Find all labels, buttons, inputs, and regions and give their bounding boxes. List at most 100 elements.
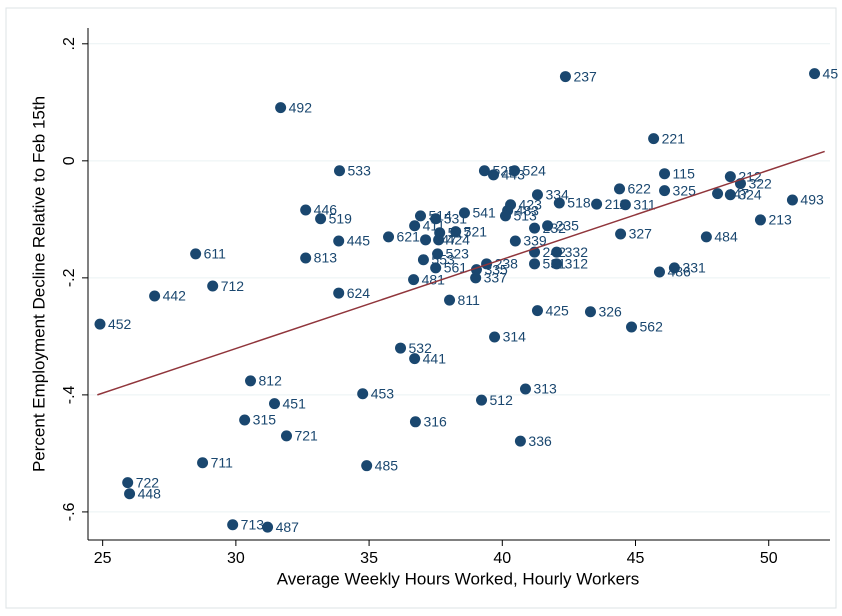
point: [476, 394, 488, 406]
point-label: 532: [409, 340, 433, 356]
x-tick-label: 25: [94, 550, 112, 567]
point: [333, 287, 345, 299]
y-tick-label: -.6: [61, 502, 78, 521]
point-label: 519: [329, 210, 353, 226]
point: [559, 71, 571, 83]
point-label: 524: [523, 162, 547, 178]
point-label: 334: [545, 186, 569, 202]
x-tick-label: 50: [760, 550, 778, 567]
point: [262, 521, 274, 533]
point-label: 483: [516, 202, 540, 218]
point-label: 332: [565, 244, 589, 260]
point: [124, 488, 136, 500]
point-label: 541: [472, 205, 496, 221]
point: [280, 430, 292, 442]
point: [444, 294, 456, 306]
point-label: 721: [294, 428, 318, 444]
point: [505, 199, 517, 211]
point: [614, 183, 626, 195]
point-label: 423: [519, 196, 543, 212]
point-label: 331: [682, 260, 706, 276]
point: [227, 519, 239, 531]
point-label: 325: [673, 182, 697, 198]
point: [300, 252, 312, 264]
point-label: 45: [823, 65, 839, 81]
point-label: 445: [347, 233, 371, 249]
point-label: 453: [371, 385, 395, 401]
point: [724, 189, 736, 201]
point: [417, 254, 429, 266]
point: [430, 213, 442, 225]
point-label: 811: [458, 292, 481, 308]
point: [551, 246, 563, 258]
point-label: 611: [204, 246, 227, 262]
point: [395, 342, 407, 354]
point: [531, 305, 543, 317]
point: [409, 353, 421, 365]
point: [489, 331, 501, 343]
point-label: 486: [667, 264, 691, 280]
point-label: 711: [211, 454, 234, 470]
y-tick-label: -.2: [61, 268, 78, 287]
point-label: 327: [629, 226, 653, 242]
point: [551, 258, 563, 270]
point-label: 512: [490, 392, 514, 408]
point: [499, 210, 511, 222]
point-label: 562: [640, 319, 664, 335]
point-label: 448: [138, 485, 162, 501]
point: [269, 398, 281, 410]
point: [519, 383, 531, 395]
frame: [5, 7, 837, 609]
point-label: 336: [528, 433, 552, 449]
point-label: 518: [567, 195, 591, 211]
point: [190, 248, 202, 260]
point: [409, 416, 421, 428]
point: [668, 262, 680, 274]
point-label: 335: [484, 261, 508, 277]
point: [300, 204, 312, 216]
point: [415, 210, 427, 222]
point-label: 523: [446, 246, 470, 262]
point-label: 485: [375, 457, 399, 473]
point-label: 213: [768, 212, 792, 228]
x-tick-label: 30: [227, 550, 245, 567]
point-label: 813: [314, 250, 338, 266]
point: [432, 248, 444, 260]
point-label: 443: [502, 167, 526, 183]
point: [648, 133, 660, 145]
point: [529, 258, 541, 270]
point: [361, 460, 373, 472]
point-label: 337: [484, 270, 508, 286]
point: [619, 199, 631, 211]
point: [450, 226, 462, 238]
point-label: 312: [565, 256, 589, 272]
point-label: 313: [533, 381, 557, 397]
point-label: 452: [108, 316, 132, 332]
point: [408, 274, 420, 286]
point-label: 115: [673, 165, 696, 181]
point-label: 411: [423, 217, 446, 233]
y-tick-label: 0: [61, 156, 78, 165]
point: [478, 165, 490, 177]
point-label: 314: [503, 329, 527, 345]
point: [626, 321, 638, 333]
x-tick-label: 35: [360, 550, 378, 567]
point: [553, 197, 565, 209]
point-label: 451: [283, 395, 307, 411]
point: [591, 198, 603, 210]
point-label: 339: [523, 233, 547, 249]
point-label: 513: [513, 208, 537, 224]
y-tick-label: -.4: [61, 385, 78, 404]
point: [149, 290, 161, 302]
point: [509, 165, 521, 177]
point: [383, 231, 395, 243]
point-label: 232: [543, 220, 567, 236]
point-label: 533: [348, 162, 372, 178]
point: [786, 194, 798, 206]
point: [659, 168, 671, 180]
point: [542, 220, 554, 232]
point: [531, 189, 543, 201]
point-label: 531: [444, 210, 468, 226]
